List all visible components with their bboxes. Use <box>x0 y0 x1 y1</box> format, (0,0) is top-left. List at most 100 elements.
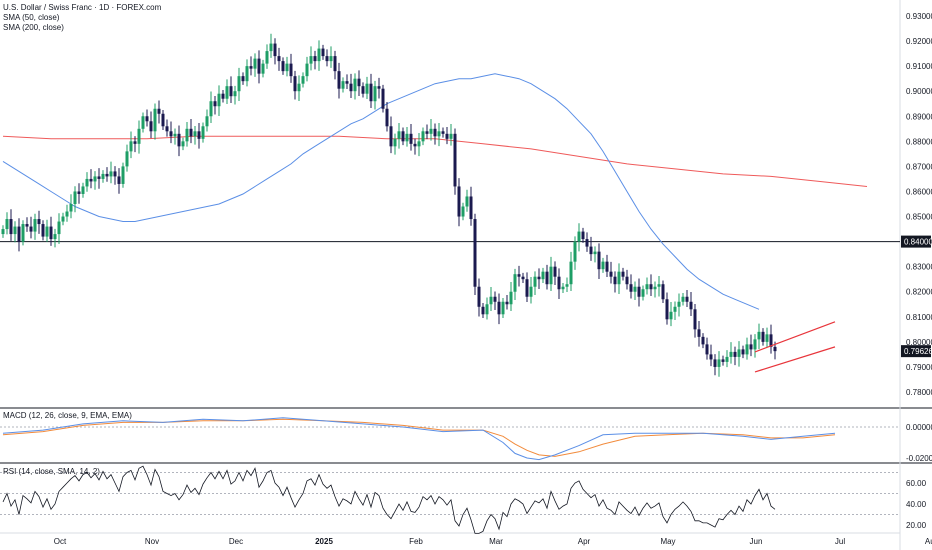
candle-body <box>1 229 5 235</box>
candle-body <box>389 126 393 147</box>
candle-body <box>97 176 101 179</box>
time-axis-label: Nov <box>145 537 159 546</box>
candle-body <box>309 56 313 64</box>
candle-body <box>645 284 649 290</box>
candle-body <box>737 349 741 357</box>
last-price-label: 0.79626 <box>904 347 932 356</box>
candle-body <box>765 334 769 342</box>
candle-body <box>537 276 541 280</box>
candle-body <box>697 329 701 337</box>
macd-legend[interactable]: MACD (12, 26, close, 9, EMA, EMA) <box>3 411 132 420</box>
candle-body <box>665 299 669 320</box>
candle-body <box>573 241 577 262</box>
candle-body <box>221 93 225 99</box>
candle-body <box>605 261 609 272</box>
candle-body <box>545 271 549 285</box>
candle-body <box>261 63 265 74</box>
candle-body <box>733 351 737 357</box>
candle-body <box>57 221 61 235</box>
candle-body <box>9 219 13 235</box>
candle-body <box>321 48 325 57</box>
macd-axis[interactable]: 0.00000 -0.02000 <box>906 423 932 463</box>
candle-body <box>205 116 209 127</box>
candle-body <box>241 76 245 82</box>
candle-body <box>81 186 85 194</box>
candle-body <box>209 101 213 117</box>
sma200-legend[interactable]: SMA (200, close) <box>3 23 64 32</box>
candle-body <box>589 246 593 255</box>
candle-body <box>157 108 161 114</box>
candle-body <box>585 239 589 247</box>
candle-body <box>701 336 705 345</box>
candle-body <box>77 191 81 194</box>
channel-lower-line[interactable] <box>754 346 836 373</box>
candle-body <box>329 56 333 62</box>
candle-body <box>117 176 121 184</box>
candle-body <box>85 178 89 187</box>
candle-body <box>453 133 457 187</box>
candle-body <box>677 301 681 307</box>
candle-body <box>237 76 241 92</box>
candle-body <box>61 216 65 222</box>
candle-body <box>133 141 137 144</box>
candle-body <box>5 219 9 230</box>
candle-body <box>729 351 733 357</box>
candle-body <box>161 113 165 127</box>
candle-body <box>497 301 501 315</box>
candle-body <box>449 133 453 139</box>
candle-body <box>305 63 309 77</box>
time-axis[interactable]: Oct Nov Dec 2025 Feb Mar Apr May Jun Jul Aug <box>54 537 932 546</box>
candle-body <box>685 296 689 302</box>
candle-body <box>613 276 617 285</box>
candle-body <box>609 271 613 277</box>
candle-body <box>481 306 485 315</box>
candle-body <box>773 346 777 352</box>
candle-body <box>393 138 397 147</box>
sma50-legend[interactable]: SMA (50, close) <box>3 13 60 22</box>
candle-body <box>53 234 57 240</box>
candle-body <box>313 56 317 62</box>
candle-body <box>513 274 517 292</box>
candle-body <box>357 78 361 87</box>
candle-body <box>165 126 169 132</box>
rsi-axis[interactable]: 60.00 40.00 20.00 <box>906 479 927 530</box>
candle-body <box>745 344 749 355</box>
candle-body <box>409 133 413 144</box>
candle-body <box>597 251 601 270</box>
candle-body <box>417 141 421 147</box>
candle-body <box>181 141 185 147</box>
candle-body <box>477 286 481 307</box>
candle-body <box>285 63 289 72</box>
macd-line <box>2 417 836 461</box>
candle-body <box>525 279 529 297</box>
candle-body <box>405 133 409 142</box>
chart-title[interactable]: U.S. Dollar / Swiss Franc · 1D · FOREX.c… <box>3 3 162 12</box>
candle-body <box>341 81 345 89</box>
candle-body <box>145 116 149 122</box>
candle-body <box>213 101 217 107</box>
candle-body <box>45 226 49 237</box>
candle-body <box>465 196 469 207</box>
rsi-tick-label: 60.00 <box>906 479 927 488</box>
candle-body <box>89 178 93 182</box>
candle-body <box>125 151 129 167</box>
candle-body <box>569 261 573 285</box>
candle-body <box>401 131 405 142</box>
candle-body <box>441 131 445 134</box>
candle-body <box>293 76 297 92</box>
time-axis-label: Jun <box>750 537 763 546</box>
candle-body <box>461 206 465 217</box>
candle-body <box>517 274 521 277</box>
rsi-legend[interactable]: RSI (14, close, SMA, 14, 2) <box>3 467 100 476</box>
candle-body <box>557 276 561 290</box>
channel-upper-line[interactable] <box>754 321 836 353</box>
candlestick-series <box>1 33 777 377</box>
candle-body <box>617 271 621 285</box>
candle-body <box>225 86 229 99</box>
